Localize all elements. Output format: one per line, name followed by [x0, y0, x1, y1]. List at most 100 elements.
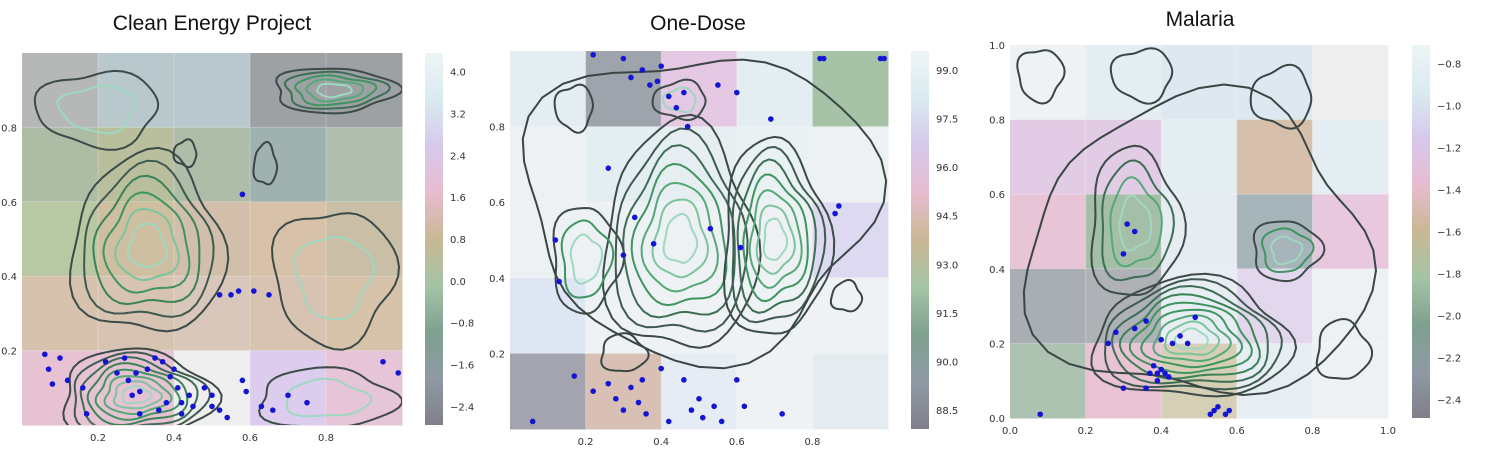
chart-panel-one-dose: One-Dose 0.2 0.4 0.6 0.8 0.2 0.4 0.6 0.8 99.0 97.… — [489, 0, 980, 463]
contour-lines — [33, 67, 402, 425]
y-tick-label: 0.6 — [1, 198, 17, 209]
contour-line — [1090, 272, 1298, 398]
heatmap-cell — [1085, 343, 1162, 419]
scatter-point — [639, 377, 646, 383]
chart-one-dose: 0.2 0.4 0.6 0.8 0.2 0.4 0.6 0.8 99.0 97.5 96.0 94.5… — [489, 51, 958, 448]
scatter-point — [707, 225, 714, 232]
scatter-point — [734, 377, 740, 383]
heatmap-cell — [585, 353, 662, 430]
contour-line — [86, 362, 189, 425]
scatter-point — [125, 377, 132, 384]
contour-line — [755, 204, 796, 275]
contour-line — [62, 347, 223, 425]
contour-line — [560, 219, 615, 299]
scatter-point — [178, 399, 185, 406]
scatter-point — [529, 418, 536, 425]
scatter-point — [83, 411, 90, 417]
scatter-point — [820, 55, 827, 62]
heatmap-cell — [585, 51, 662, 128]
heatmap-cell — [174, 350, 251, 426]
contour-line — [83, 159, 215, 318]
contour-line — [56, 84, 137, 135]
colorbar-tick-label: 99.0 — [936, 66, 958, 77]
scatter-point — [156, 407, 162, 413]
y-tick-label: 0.4 — [489, 274, 505, 285]
heatmap-cell — [1312, 119, 1389, 195]
heatmap-cell — [250, 350, 327, 426]
contour-line — [742, 173, 809, 303]
scatter-point — [737, 244, 744, 251]
x-tick-label: 0.8 — [804, 437, 820, 448]
scatter-point — [688, 407, 695, 413]
colorbar-tick-label: 97.5 — [936, 115, 958, 126]
colorbar — [425, 53, 443, 425]
scatter-point — [209, 403, 215, 410]
scatter-point — [144, 366, 151, 373]
contour-line — [294, 74, 378, 107]
scatter-point — [620, 407, 627, 413]
colorbar — [1412, 45, 1430, 418]
contour-line — [521, 58, 888, 370]
contour-line — [270, 212, 401, 351]
y-tick-label: 0.8 — [489, 123, 505, 134]
colorbar-ticks: 99.0 97.5 96.0 94.5 93.0 91.5 90.0 88.5 — [936, 66, 958, 417]
contour-line — [275, 67, 402, 115]
scatter-point — [235, 288, 242, 294]
contour-line — [1315, 317, 1373, 380]
scatter-point — [102, 358, 109, 365]
heatmap-cell — [1010, 194, 1087, 270]
colorbar-tick-label: 4.0 — [450, 68, 466, 79]
contour-line — [1101, 159, 1175, 282]
scatter-point — [216, 407, 223, 413]
scatter-point — [734, 89, 740, 96]
scatter-point — [285, 392, 291, 399]
scatter-point — [64, 377, 71, 384]
scatter-point — [635, 399, 642, 406]
contour-line — [662, 212, 699, 264]
scatter-point — [1177, 333, 1183, 339]
y-tick-label: 0.6 — [989, 190, 1005, 201]
scatter-point — [258, 403, 265, 410]
y-tick-label: 0.4 — [989, 265, 1005, 276]
scatter-point — [658, 365, 664, 372]
scatter-point — [159, 358, 166, 365]
scatter-point — [1169, 340, 1176, 347]
scatter-point — [1147, 370, 1153, 377]
y-tick-label: 0.8 — [1, 123, 17, 134]
contour-line — [94, 368, 181, 421]
scatter-point — [628, 74, 634, 81]
colorbar — [911, 51, 929, 429]
contour-line — [651, 78, 707, 122]
scatter-point — [658, 63, 664, 69]
heatmap-cells — [510, 51, 889, 430]
heatmap-cell — [1010, 268, 1087, 344]
heatmap-cell — [812, 202, 889, 279]
contour-line — [1249, 63, 1313, 130]
heatmap-cell — [22, 127, 99, 203]
scatter-point — [650, 240, 657, 247]
scatter-point — [1207, 411, 1214, 418]
colorbar-tick-label: −2.2 — [1437, 353, 1461, 364]
heatmap-cell — [661, 277, 738, 354]
contour-line — [1118, 293, 1261, 380]
scatter-point — [605, 380, 612, 387]
scatter-point — [779, 411, 785, 417]
y-tick-label: 0.6 — [489, 198, 505, 209]
y-tick-label: 0.2 — [1, 347, 17, 358]
scatter-point — [239, 191, 246, 198]
contour-line — [553, 83, 595, 134]
axis-ticks: 0.0 0.2 0.4 0.6 0.8 1.0 0.0 0.2 0.4 0.6 0.8 1.0 — [989, 41, 1396, 437]
colorbar-tick-label: −1.6 — [450, 361, 474, 372]
heatmap-cell — [1236, 343, 1313, 419]
colorbar-tick-label: 1.6 — [450, 193, 466, 204]
contour-line — [1260, 227, 1315, 274]
contour-line — [1164, 320, 1221, 356]
colorbar-tick-label: 93.0 — [936, 260, 958, 271]
scatter-point — [1158, 336, 1164, 343]
scatter-point — [741, 403, 748, 410]
scatter-point — [1184, 340, 1191, 347]
contour-line — [736, 158, 817, 314]
x-tick-label: 0.8 — [318, 433, 334, 444]
contour-line — [1016, 49, 1066, 105]
colorbar-tick-label: −1.4 — [1437, 186, 1461, 197]
